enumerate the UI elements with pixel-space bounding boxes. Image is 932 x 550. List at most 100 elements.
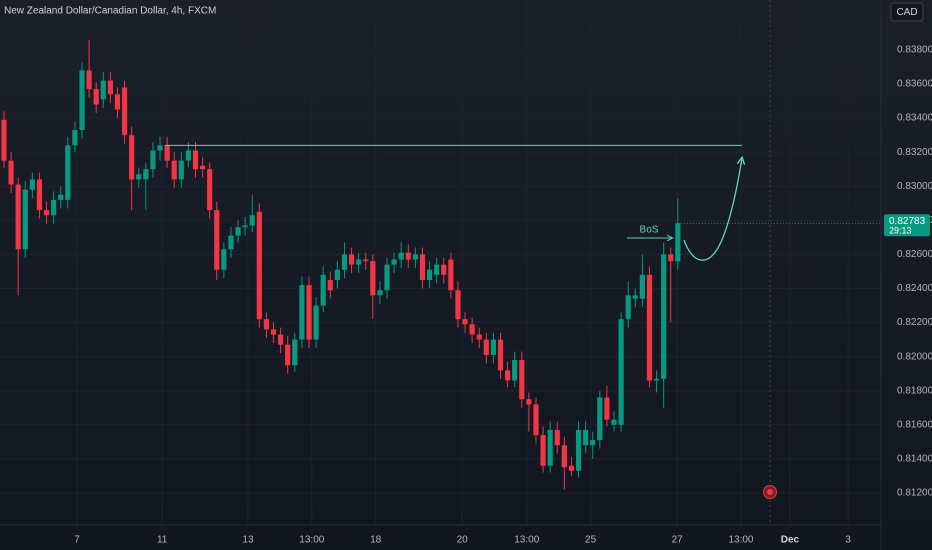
candle-body <box>668 254 674 262</box>
candle-body <box>320 274 326 306</box>
x-tick-label: 7 <box>74 535 80 546</box>
candle-body <box>356 259 362 265</box>
candle-body <box>86 70 92 90</box>
candle-body <box>604 397 610 420</box>
x-tick-label: 11 <box>157 535 168 546</box>
candle-body <box>441 264 447 275</box>
y-tick-label: 0.82600 <box>897 249 932 260</box>
candle-body <box>136 174 142 180</box>
currency-box[interactable] <box>890 2 924 22</box>
candle-body <box>377 290 383 296</box>
candle-body <box>164 145 170 161</box>
y-tick-label: 0.81200 <box>897 488 932 499</box>
candle-body <box>547 429 553 466</box>
candle-body <box>107 80 113 95</box>
projection-arrow <box>683 158 742 261</box>
candle-body <box>22 189 28 250</box>
candle-body <box>483 339 489 355</box>
symbol-title: New Zealand Dollar/Canadian Dollar, 4h, … <box>4 6 216 17</box>
candle-body <box>143 169 149 180</box>
candle-body <box>448 259 454 291</box>
candle-body <box>526 399 532 405</box>
currency-label[interactable]: CAD <box>896 7 917 18</box>
candle-body <box>653 378 660 381</box>
candle-body <box>469 324 475 335</box>
candle-body <box>611 419 617 425</box>
candle-body <box>455 290 461 320</box>
candle-body <box>334 269 340 280</box>
candle-body <box>256 211 262 320</box>
candle-body <box>299 285 305 340</box>
candle-body <box>72 130 78 146</box>
candles <box>1 39 681 490</box>
candle-body <box>434 264 440 275</box>
candle-body <box>1 119 7 161</box>
candle-body <box>8 160 14 185</box>
candle-body <box>65 145 71 200</box>
candle-body <box>150 150 156 170</box>
candle-body <box>512 360 518 381</box>
candle-body <box>285 344 291 366</box>
x-tick-label: 3 <box>845 535 851 546</box>
candle-body <box>675 223 681 262</box>
y-tick-label: 0.83400 <box>897 113 932 124</box>
candle-body <box>29 179 35 190</box>
candle-body <box>661 254 667 379</box>
candle-body <box>348 254 355 265</box>
candle-body <box>313 305 319 340</box>
countdown-label: 29:13 <box>889 226 912 236</box>
candle-body <box>618 319 624 425</box>
x-tick-label: 20 <box>457 535 469 546</box>
candle-body <box>263 319 270 330</box>
y-tick-label: 0.83800 <box>897 45 932 56</box>
candle-body <box>327 279 333 291</box>
candle-body <box>228 235 234 250</box>
last-price-tag <box>884 214 930 237</box>
candle-body <box>114 94 121 110</box>
candle-body <box>426 269 433 280</box>
candle-body <box>405 252 411 260</box>
candle-body <box>646 274 653 381</box>
candle-body <box>398 252 404 260</box>
candle-body <box>561 445 567 468</box>
candle-body <box>199 165 206 170</box>
y-tick-label: 0.82200 <box>897 317 932 328</box>
candle-body <box>632 295 638 299</box>
candle-body <box>185 150 191 161</box>
candle-body <box>497 339 504 371</box>
candle-body <box>391 259 397 265</box>
candle-body <box>554 429 560 446</box>
candle-body <box>568 465 575 471</box>
y-tick-label: 0.82400 <box>897 283 932 294</box>
last-price-label: 0.82783 <box>889 216 926 227</box>
y-tick-label: 0.81600 <box>897 419 932 430</box>
candle-body <box>192 150 199 170</box>
event-marker-dot[interactable] <box>767 489 773 495</box>
candle-body <box>242 225 248 228</box>
candle-body <box>419 254 426 280</box>
candle-body <box>36 179 43 211</box>
candle-body <box>235 227 241 236</box>
candle-body <box>121 87 128 136</box>
y-tick-label: 0.83000 <box>897 181 932 192</box>
candle-body <box>79 70 85 131</box>
candle-body <box>214 210 220 270</box>
candle-body <box>278 334 284 345</box>
candle-body <box>462 319 468 325</box>
x-tick-label: 13:00 <box>728 535 753 546</box>
candle-body <box>476 334 482 340</box>
candle-body <box>384 264 390 291</box>
x-tick-label: Dec <box>781 535 800 546</box>
candle-body <box>51 199 57 216</box>
candle-body <box>306 285 312 340</box>
candle-body <box>221 249 227 270</box>
candle-body <box>43 210 50 216</box>
candle-body <box>207 169 213 211</box>
grid <box>0 0 880 525</box>
candle-body <box>292 339 298 366</box>
candle-body <box>363 259 369 262</box>
y-tick-label: 0.83600 <box>897 79 932 90</box>
